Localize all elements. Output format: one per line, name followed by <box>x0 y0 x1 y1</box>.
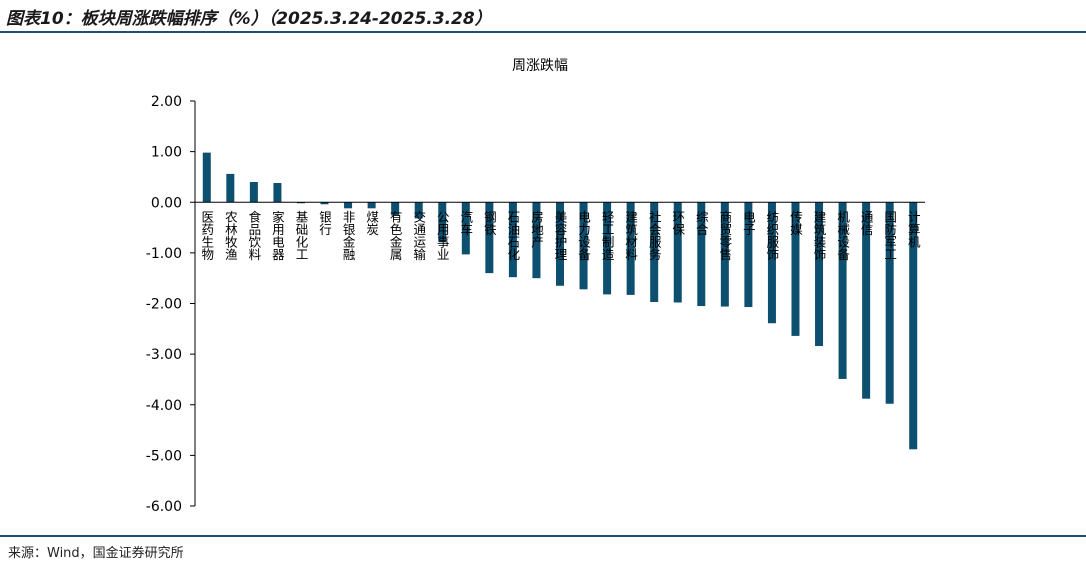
category-label: 家用电器 <box>270 209 285 261</box>
category-label: 环保 <box>670 210 685 235</box>
bar <box>720 202 729 307</box>
bar <box>767 202 776 324</box>
bar <box>579 202 588 290</box>
category-label: 综合 <box>694 210 709 235</box>
bar <box>532 202 541 279</box>
bars <box>202 152 918 450</box>
category-label: 商贸零售 <box>717 209 732 260</box>
bar <box>862 202 871 399</box>
category-label: 非银金融 <box>341 210 356 261</box>
category-label: 食品饮料 <box>246 209 261 260</box>
bar <box>885 202 894 404</box>
figure-title: 图表10：板块周涨跌幅排序（%）（2025.3.24-2025.3.28） <box>6 9 492 29</box>
category-label: 钢铁 <box>482 210 497 235</box>
category-label: 电力设备 <box>576 210 591 261</box>
y-tick-label: 2.00 <box>151 94 182 110</box>
category-label: 有色金属 <box>388 210 403 261</box>
bar <box>320 202 329 205</box>
bar <box>249 182 258 203</box>
bar <box>461 202 470 255</box>
category-label: 银行 <box>317 210 332 236</box>
bar <box>838 202 847 379</box>
category-label: 轻工制造 <box>600 210 615 260</box>
bar <box>414 202 423 219</box>
bar <box>508 202 517 278</box>
bar <box>603 202 612 295</box>
category-label: 医药生物 <box>199 210 214 261</box>
category-labels: 医药生物 农林牧渔 食品饮料 家用电器 基础化工 银行 非银金融 煤炭 有色金属 交通运输 公用事业… <box>199 209 920 261</box>
bar-chart: 周涨跌幅 2.00 1.00 0.00 -1.00 -2.00 -3.00 -4.00 -5.… <box>146 58 925 515</box>
bar <box>626 202 635 295</box>
bar <box>556 202 564 286</box>
bar <box>296 202 305 204</box>
category-label: 计算机 <box>906 210 921 248</box>
bar <box>673 202 682 303</box>
y-axis: 2.00 1.00 0.00 -1.00 -2.00 -3.00 -4.00 -5.00 -6.… <box>146 94 196 515</box>
bar <box>650 202 659 302</box>
category-label: 基础化工 <box>293 210 308 260</box>
category-label: 纺织服饰 <box>764 210 779 260</box>
bottom-divider <box>0 535 1086 537</box>
category-label: 通信 <box>859 210 874 236</box>
y-tick-label: -5.00 <box>146 448 182 464</box>
category-label: 传媒 <box>788 209 803 235</box>
bar <box>815 202 824 347</box>
bar <box>438 202 447 242</box>
bar <box>744 202 753 308</box>
category-label: 石油石化 <box>505 210 520 261</box>
bar <box>485 202 494 274</box>
bar <box>202 152 211 203</box>
bar <box>697 202 706 307</box>
category-label: 电子 <box>741 210 756 235</box>
bar <box>391 202 400 216</box>
y-tick-label: 0.00 <box>151 195 182 211</box>
y-tick-label: -1.00 <box>146 246 182 262</box>
category-label: 建筑材料 <box>623 210 638 260</box>
y-tick-label: -6.00 <box>146 499 182 515</box>
category-label: 煤炭 <box>364 210 379 236</box>
y-tick-label: -4.00 <box>146 398 182 414</box>
y-tick-label: -2.00 <box>146 297 182 313</box>
category-label: 汽车 <box>458 209 473 236</box>
category-label: 建筑装饰 <box>812 210 827 260</box>
bar <box>791 202 800 336</box>
category-label: 公用事业 <box>435 210 450 260</box>
category-label: 社会服务 <box>647 209 662 260</box>
category-label: 国防军工 <box>882 210 897 260</box>
y-tick-label: -3.00 <box>146 347 182 363</box>
bar <box>344 202 353 209</box>
category-label: 房地产 <box>529 209 544 248</box>
top-divider <box>0 31 1086 33</box>
bar <box>367 202 376 209</box>
chart-title: 周涨跌幅 <box>512 58 568 74</box>
category-label: 交通运输 <box>411 209 426 261</box>
category-label: 农林牧渔 <box>223 210 238 260</box>
bar <box>273 183 282 203</box>
y-tick-label: 1.00 <box>151 145 182 161</box>
source-note: 来源：Wind，国金证券研究所 <box>8 546 184 561</box>
category-label: 美容护理 <box>553 210 568 260</box>
bar <box>909 202 918 450</box>
bar <box>226 173 235 203</box>
category-label: 机械设备 <box>835 210 850 261</box>
